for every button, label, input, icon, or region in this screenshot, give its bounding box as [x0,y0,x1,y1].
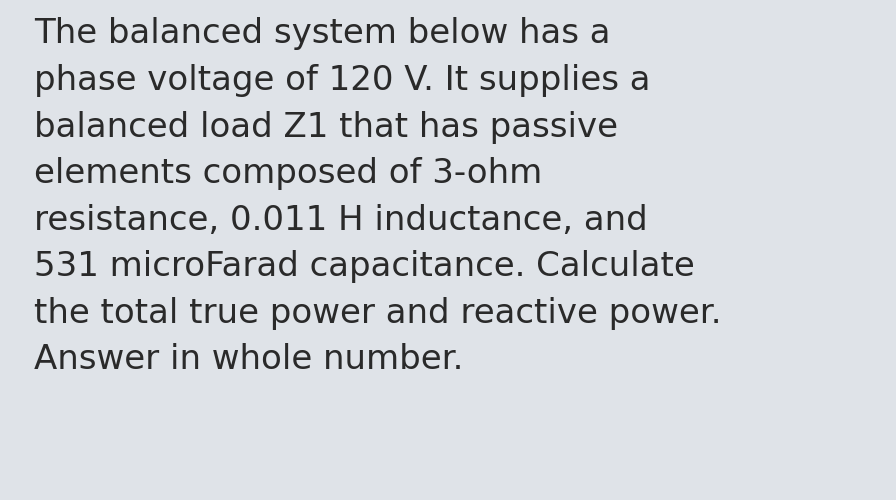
Text: The balanced system below has a
phase voltage of 120 V. It supplies a
balanced l: The balanced system below has a phase vo… [34,18,721,376]
